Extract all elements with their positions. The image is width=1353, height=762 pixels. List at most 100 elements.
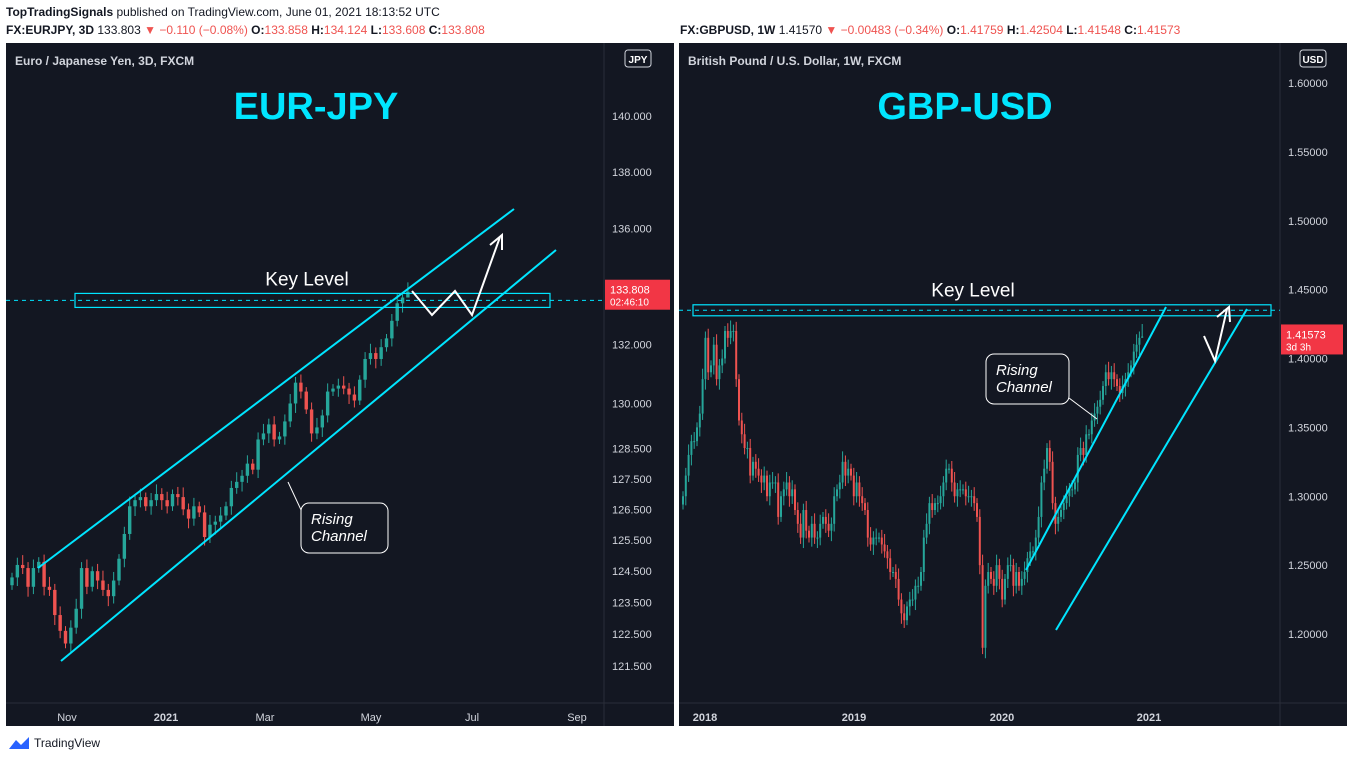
- candle-body: [990, 572, 992, 579]
- right-last: 1.41570: [778, 23, 823, 37]
- candle-body: [928, 503, 931, 524]
- candle-body: [277, 436, 282, 440]
- candle-body: [406, 291, 410, 298]
- candle-body: [1006, 565, 1009, 579]
- candle-body: [875, 537, 878, 539]
- candle-body: [950, 468, 953, 483]
- left-last: 133.803: [97, 23, 141, 37]
- time-tick-label: 2018: [693, 712, 717, 724]
- candle-body: [1107, 372, 1110, 380]
- price-tick-label: 132.000: [612, 339, 652, 351]
- candle-body: [883, 544, 886, 552]
- candle-body: [1060, 510, 1062, 517]
- candle-body: [37, 561, 41, 569]
- candle-body: [830, 523, 833, 531]
- candle-body: [165, 500, 169, 507]
- candle-body: [693, 441, 696, 443]
- candle-body: [799, 523, 802, 538]
- candle-body: [763, 475, 766, 483]
- candle-body: [267, 424, 271, 434]
- candle-body: [1076, 454, 1079, 483]
- candle-body: [1004, 578, 1006, 600]
- countdown-label: 02:46:10: [610, 298, 649, 309]
- candle-body: [931, 503, 934, 511]
- candle-body: [984, 585, 987, 648]
- time-tick-label: 2021: [1137, 712, 1161, 724]
- currency-badge: [1299, 49, 1327, 68]
- time-tick-label: Nov: [57, 712, 77, 724]
- candle-body: [696, 427, 698, 442]
- candle-body: [740, 420, 743, 435]
- candle-body: [900, 599, 903, 614]
- candle-body: [992, 578, 995, 586]
- candle-body: [283, 421, 287, 437]
- candle-body: [224, 506, 228, 516]
- candle-body: [813, 523, 816, 538]
- candle-body: [1043, 468, 1046, 483]
- candle-body: [336, 385, 341, 389]
- candle-body: [822, 516, 824, 524]
- candle-body: [939, 496, 942, 504]
- candle-body: [400, 297, 405, 304]
- right-symbol: FX:GBPUSD, 1W: [680, 23, 776, 37]
- candle-body: [47, 586, 52, 590]
- candle-body: [1051, 461, 1054, 504]
- candle-body: [1009, 565, 1012, 567]
- candle-body: [1023, 572, 1026, 579]
- price-tick-label: 138.000: [612, 167, 652, 179]
- candle-body: [995, 565, 998, 586]
- candle-body: [1057, 516, 1060, 524]
- candle-body: [1130, 365, 1132, 373]
- candle-body: [925, 523, 928, 538]
- candle-body: [861, 496, 864, 504]
- left-close-val: 133.808: [441, 23, 485, 37]
- currency-badge-label: JPY: [629, 55, 648, 66]
- last-price-tag: [1281, 324, 1343, 355]
- candle-body: [69, 627, 73, 644]
- candle-body: [1082, 448, 1085, 455]
- key-level-zone: [74, 292, 551, 309]
- candle-body: [858, 482, 861, 497]
- price-tick-label: 1.25000: [1288, 560, 1328, 572]
- callout-line-1: Rising: [311, 511, 353, 528]
- candle-body: [106, 589, 110, 597]
- tradingview-brand[interactable]: TradingView: [8, 736, 100, 750]
- candle-body: [26, 568, 30, 587]
- chart-subtitle: Euro / Japanese Yen, 3D, FXCM: [15, 54, 194, 68]
- candle-body: [1037, 516, 1040, 538]
- candle-body: [869, 537, 872, 545]
- candle-body: [746, 448, 749, 450]
- publisher-name[interactable]: TopTradingSignals: [6, 5, 114, 19]
- channel-upper-line: [1025, 306, 1167, 571]
- price-tick-label: 1.50000: [1288, 216, 1328, 228]
- candle-body: [850, 468, 852, 476]
- callout-pointer: [1068, 397, 1098, 420]
- callout-pointer: [287, 481, 303, 513]
- candle-body: [1088, 434, 1090, 436]
- candle-body: [791, 489, 794, 497]
- candle-body: [970, 496, 973, 498]
- price-tick-label: 121.500: [612, 661, 652, 673]
- candle-body: [844, 461, 847, 476]
- publish-line: TopTradingSignals published on TradingVi…: [6, 5, 440, 19]
- candle-body: [1001, 578, 1004, 600]
- candle-body: [757, 468, 760, 476]
- candle-body: [794, 489, 796, 511]
- callout-line-2: Channel: [996, 379, 1053, 396]
- time-tick-label: 2019: [842, 712, 866, 724]
- candle-body: [855, 482, 858, 497]
- candle-body: [342, 385, 346, 389]
- candle-body: [358, 379, 362, 401]
- candle-body: [866, 510, 869, 538]
- candle-body: [15, 564, 20, 578]
- candle-body: [998, 565, 1001, 579]
- candle-body: [1048, 448, 1051, 462]
- candle-body: [1132, 351, 1135, 366]
- last-price-tag: [605, 279, 670, 310]
- candle-body: [117, 558, 121, 581]
- right-change: ▼ −0.00483 (−0.34%): [825, 23, 944, 37]
- candle-body: [363, 358, 367, 380]
- candle-body: [1090, 420, 1093, 435]
